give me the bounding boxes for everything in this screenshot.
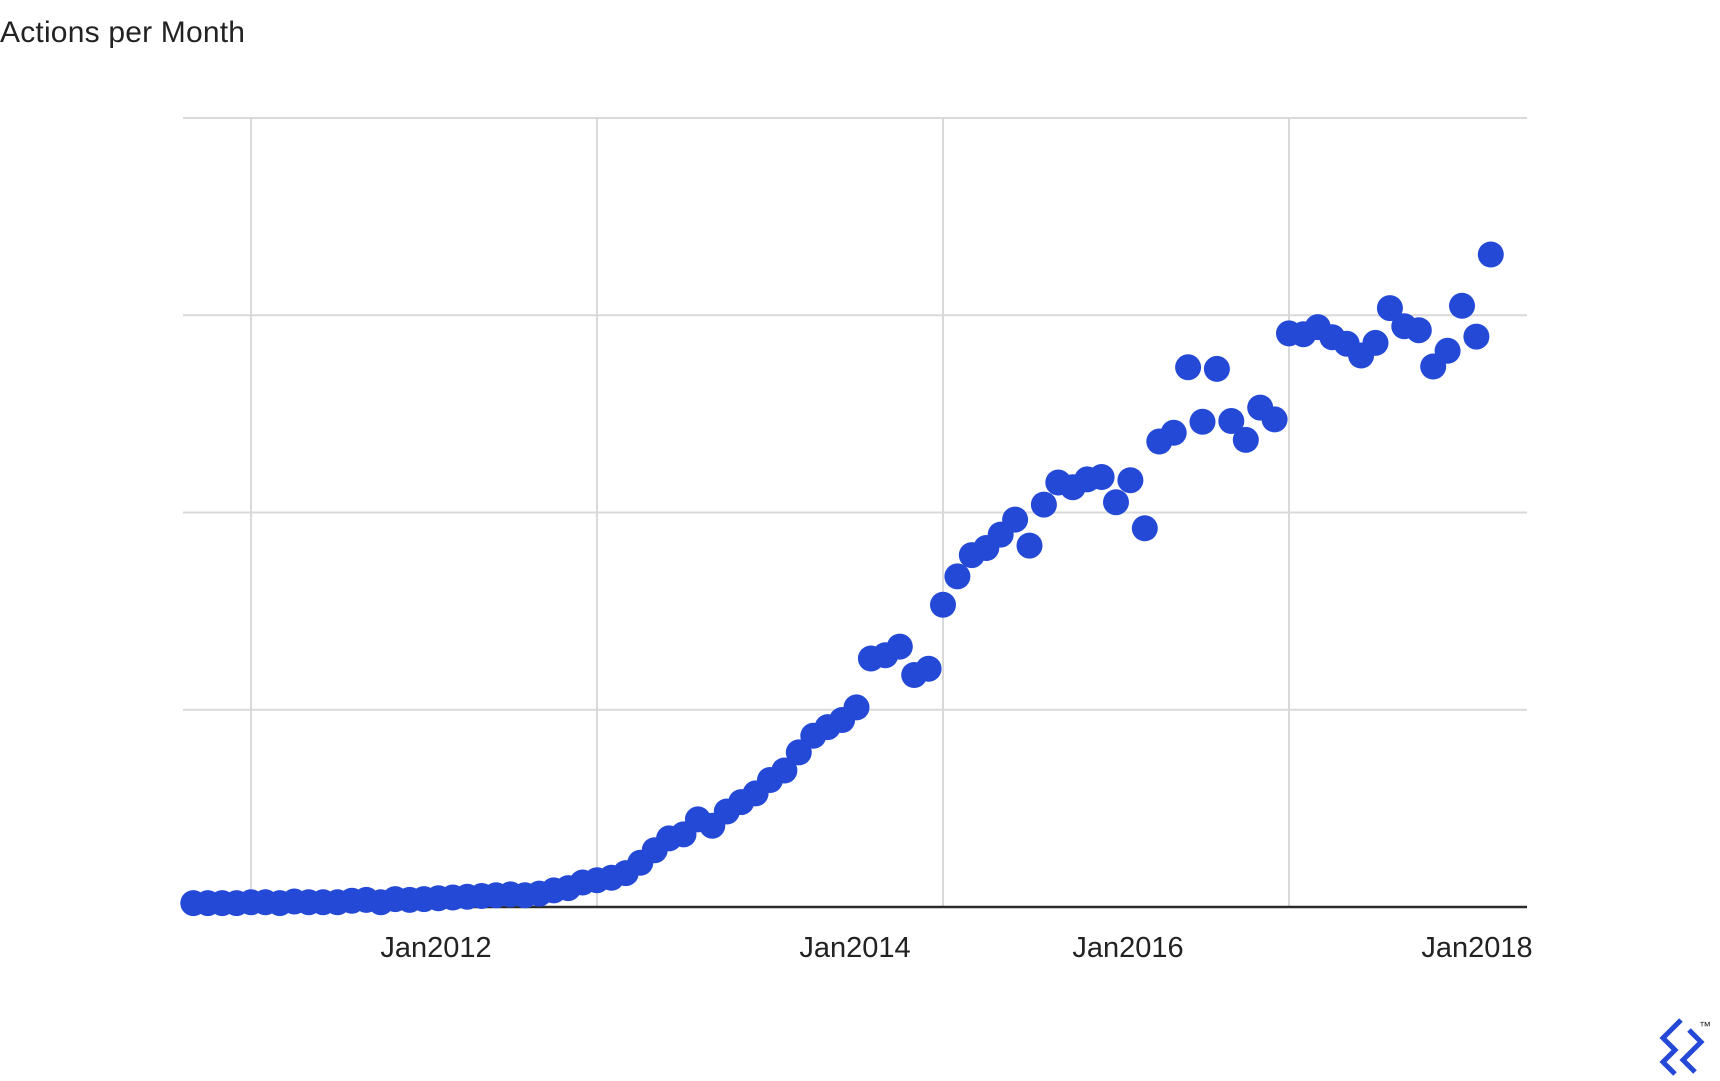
x-tick-labels: Jan2012 Jan2014 Jan2016 Jan2018 (380, 932, 1532, 964)
data-point (1175, 354, 1202, 381)
data-point (1449, 292, 1475, 319)
data-point (1218, 408, 1245, 434)
data-point (1261, 406, 1288, 433)
svg-text:™: ™ (1699, 1019, 1711, 1033)
data-point (1405, 317, 1432, 344)
data-point (1203, 355, 1230, 382)
data-point (1189, 408, 1216, 435)
data-point (1477, 241, 1504, 268)
data-point (1160, 419, 1187, 446)
data-point (1362, 329, 1389, 356)
x-tick-label: Jan2014 (799, 932, 910, 964)
data-point (1131, 515, 1158, 542)
x-tick-label: Jan2018 (1421, 932, 1532, 964)
data-point (1088, 464, 1115, 490)
data-point (843, 694, 870, 721)
brand-logo: ™ (1659, 1018, 1711, 1076)
data-point (886, 633, 913, 660)
data-point (915, 655, 942, 682)
data-point (1117, 467, 1144, 494)
data-point (1016, 532, 1043, 559)
data-point (1002, 506, 1029, 533)
data-point (1103, 489, 1129, 516)
data-point (944, 563, 971, 590)
data-point (771, 757, 798, 784)
data-point (1232, 426, 1259, 453)
grid (183, 117, 1527, 907)
data-point (1376, 295, 1403, 322)
data-point (1434, 337, 1461, 364)
chart-title: Actions per Month (0, 16, 246, 49)
data-point (930, 591, 956, 618)
data-point (1463, 323, 1490, 350)
data-point (1030, 491, 1057, 518)
x-tick-label: Jan2016 (1072, 932, 1183, 964)
x-tick-label: Jan2012 (380, 932, 491, 964)
data-points (180, 241, 1504, 917)
